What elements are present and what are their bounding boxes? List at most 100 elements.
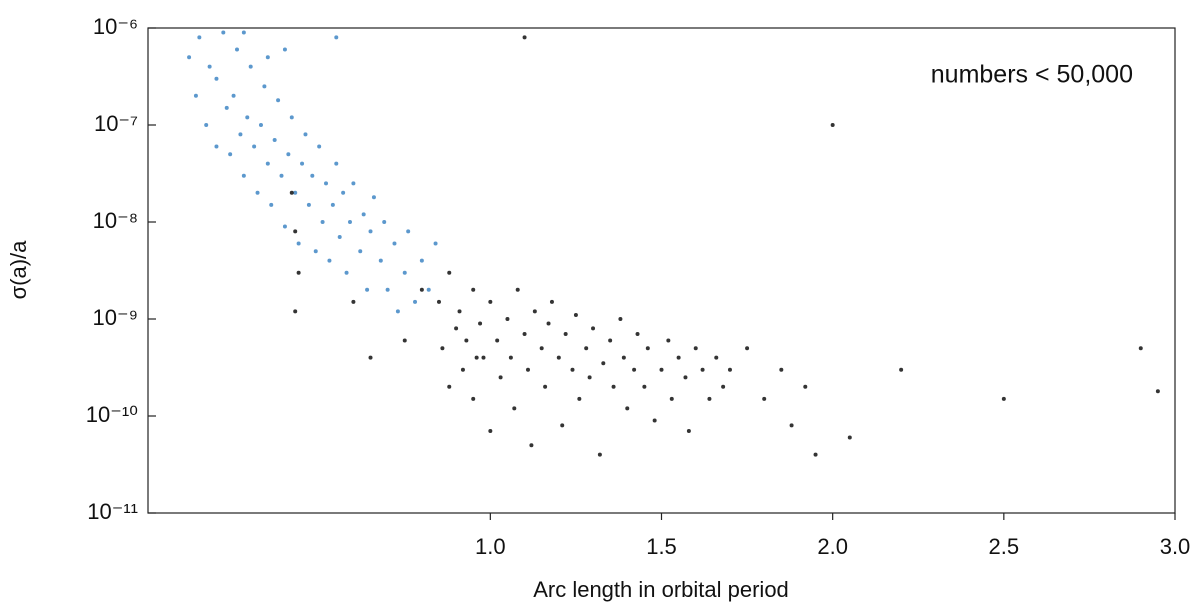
point (341, 190, 346, 195)
point (289, 190, 294, 195)
y-tick-label: 10⁻⁸ (93, 208, 138, 233)
point (488, 429, 493, 434)
point (498, 375, 503, 380)
point (1001, 396, 1006, 401)
point (262, 84, 267, 89)
point (419, 287, 424, 292)
point (241, 173, 246, 178)
point (1155, 389, 1160, 394)
point (508, 355, 513, 360)
point (556, 355, 561, 360)
point (214, 144, 219, 149)
point (371, 195, 376, 200)
x-tick-label: 2.5 (989, 534, 1020, 559)
point (241, 30, 246, 35)
point (293, 309, 298, 314)
point (419, 258, 424, 263)
point (618, 317, 623, 321)
point (426, 287, 431, 292)
point (488, 299, 493, 304)
point (361, 212, 366, 217)
y-tick-label: 10⁻¹⁰ (86, 402, 138, 427)
point (406, 229, 411, 234)
point (560, 423, 565, 428)
point (676, 355, 681, 360)
point (221, 30, 226, 35)
y-tick-label: 10⁻¹¹ (87, 499, 138, 524)
point (659, 367, 664, 372)
point (549, 299, 554, 304)
point (207, 64, 212, 69)
point (789, 423, 794, 428)
point (478, 321, 483, 326)
point (447, 270, 452, 275)
y-axis-label: σ(a)/a (6, 240, 31, 300)
point (727, 367, 732, 372)
point (214, 76, 219, 81)
point (368, 355, 373, 360)
point (813, 452, 818, 457)
point (358, 249, 363, 254)
point (231, 93, 236, 98)
point (276, 98, 281, 103)
point (245, 115, 250, 120)
point (395, 309, 400, 314)
point (310, 173, 315, 178)
point (282, 224, 287, 229)
plot-frame (147, 27, 1176, 514)
point (532, 309, 537, 314)
x-axis-label: Arc length in orbital period (533, 577, 789, 602)
point (300, 161, 305, 166)
point (293, 190, 298, 195)
point (238, 132, 243, 137)
point (269, 202, 274, 207)
point (471, 287, 476, 292)
point (645, 346, 650, 351)
point (601, 361, 606, 366)
point (351, 181, 356, 186)
point (666, 338, 671, 343)
x-tick-label: 1.0 (475, 534, 506, 559)
point (847, 435, 852, 440)
point (635, 332, 640, 337)
point (642, 384, 647, 389)
point (224, 105, 229, 110)
point (899, 367, 904, 372)
point (289, 115, 294, 120)
y-tick-label: 10⁻⁶ (93, 14, 138, 39)
point (204, 123, 209, 127)
point (327, 258, 332, 263)
y-tick-label: 10⁻⁷ (94, 111, 138, 136)
point (317, 144, 322, 149)
point (471, 396, 476, 401)
point (402, 338, 407, 343)
point (265, 55, 270, 60)
point (193, 93, 198, 98)
point (344, 270, 349, 275)
point (539, 346, 544, 351)
point (632, 367, 637, 372)
point (368, 229, 373, 234)
point (505, 317, 510, 321)
point (248, 64, 253, 69)
point (337, 235, 342, 240)
point (543, 384, 548, 389)
point (652, 418, 657, 423)
point (197, 35, 202, 40)
point (385, 287, 390, 292)
point (625, 406, 630, 411)
point (830, 123, 835, 127)
point (693, 346, 698, 351)
point (324, 181, 329, 186)
point (669, 396, 674, 401)
point (621, 355, 626, 360)
x-tick-label: 1.5 (646, 534, 677, 559)
point (347, 220, 352, 224)
point (454, 326, 459, 331)
point (762, 396, 767, 401)
point (495, 338, 500, 343)
point (235, 47, 240, 52)
point (686, 429, 691, 434)
point (563, 332, 568, 337)
point (433, 241, 438, 246)
